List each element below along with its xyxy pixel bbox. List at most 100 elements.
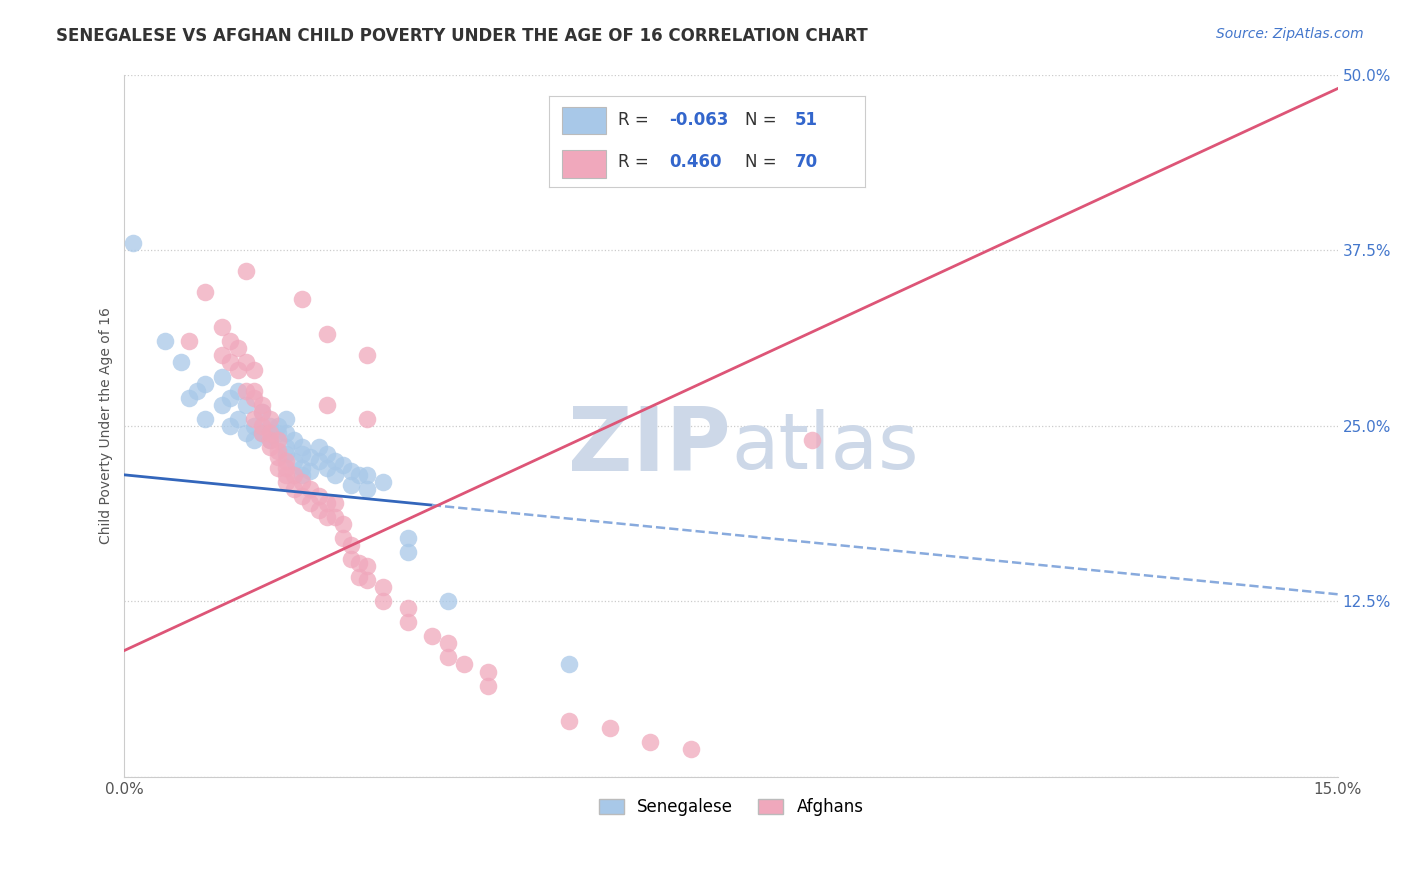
- Point: [243, 391, 266, 405]
- Point: [291, 475, 314, 489]
- Point: [679, 741, 702, 756]
- Point: [267, 460, 290, 475]
- Point: [211, 369, 233, 384]
- Point: [291, 293, 314, 307]
- Point: [420, 629, 443, 643]
- Point: [638, 735, 661, 749]
- Point: [347, 467, 370, 482]
- Point: [308, 454, 330, 468]
- Point: [259, 433, 281, 447]
- Point: [347, 557, 370, 571]
- Point: [340, 538, 363, 552]
- Point: [226, 362, 249, 376]
- Point: [477, 679, 499, 693]
- Point: [211, 348, 233, 362]
- Point: [283, 467, 305, 482]
- Point: [315, 496, 337, 510]
- Point: [283, 454, 305, 468]
- Point: [558, 657, 581, 672]
- Point: [396, 615, 419, 630]
- Point: [291, 460, 314, 475]
- Point: [340, 552, 363, 566]
- Point: [308, 440, 330, 454]
- Point: [259, 425, 281, 440]
- Point: [396, 545, 419, 559]
- Text: SENEGALESE VS AFGHAN CHILD POVERTY UNDER THE AGE OF 16 CORRELATION CHART: SENEGALESE VS AFGHAN CHILD POVERTY UNDER…: [56, 27, 868, 45]
- Point: [276, 411, 298, 425]
- Point: [250, 425, 273, 440]
- Point: [356, 559, 378, 574]
- Point: [226, 384, 249, 398]
- Point: [437, 650, 460, 665]
- Point: [283, 482, 305, 496]
- Point: [340, 464, 363, 478]
- Point: [153, 334, 176, 349]
- Point: [186, 384, 208, 398]
- Point: [332, 531, 354, 545]
- Point: [211, 398, 233, 412]
- Point: [276, 440, 298, 454]
- Point: [235, 264, 257, 278]
- Point: [396, 531, 419, 545]
- Point: [259, 440, 281, 454]
- Point: [121, 236, 143, 251]
- Point: [347, 570, 370, 584]
- Point: [226, 411, 249, 425]
- Point: [558, 714, 581, 728]
- Point: [299, 482, 322, 496]
- Point: [194, 376, 217, 391]
- Point: [179, 334, 201, 349]
- Point: [243, 418, 266, 433]
- Point: [356, 573, 378, 587]
- Point: [276, 475, 298, 489]
- Point: [226, 342, 249, 356]
- Point: [276, 467, 298, 482]
- Point: [356, 467, 378, 482]
- Point: [308, 503, 330, 517]
- Legend: Senegalese, Afghans: Senegalese, Afghans: [591, 790, 872, 825]
- Point: [218, 355, 240, 369]
- Point: [291, 447, 314, 461]
- Point: [218, 391, 240, 405]
- Point: [373, 580, 395, 594]
- Point: [276, 460, 298, 475]
- Point: [267, 450, 290, 464]
- Point: [299, 496, 322, 510]
- Point: [267, 433, 290, 447]
- Point: [315, 398, 337, 412]
- Point: [218, 334, 240, 349]
- Point: [267, 418, 290, 433]
- Point: [477, 665, 499, 679]
- Point: [259, 411, 281, 425]
- Point: [291, 467, 314, 482]
- Text: ZIP: ZIP: [568, 403, 731, 491]
- Point: [437, 594, 460, 608]
- Point: [194, 411, 217, 425]
- Point: [323, 467, 346, 482]
- Point: [243, 384, 266, 398]
- Point: [291, 489, 314, 503]
- Point: [243, 411, 266, 425]
- Point: [437, 636, 460, 650]
- Point: [235, 355, 257, 369]
- Point: [259, 418, 281, 433]
- Point: [194, 285, 217, 300]
- Point: [299, 450, 322, 464]
- Point: [267, 444, 290, 458]
- Point: [356, 348, 378, 362]
- Text: atlas: atlas: [731, 409, 918, 484]
- Point: [211, 320, 233, 334]
- Point: [308, 489, 330, 503]
- Point: [250, 398, 273, 412]
- Point: [276, 425, 298, 440]
- Point: [315, 510, 337, 524]
- Point: [276, 447, 298, 461]
- Point: [250, 404, 273, 418]
- Point: [332, 458, 354, 472]
- Point: [291, 440, 314, 454]
- Point: [356, 411, 378, 425]
- Point: [170, 355, 193, 369]
- Point: [599, 721, 621, 735]
- Point: [800, 433, 823, 447]
- Point: [396, 601, 419, 615]
